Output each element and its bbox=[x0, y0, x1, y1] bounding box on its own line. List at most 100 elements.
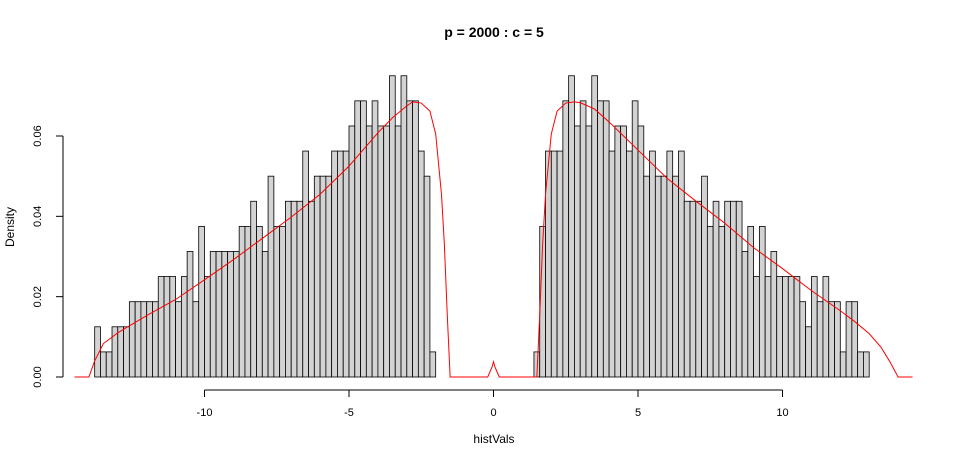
histogram-bar bbox=[689, 200, 697, 378]
histogram-bar bbox=[383, 125, 390, 378]
histogram-bar bbox=[550, 150, 558, 378]
histogram-bar bbox=[117, 326, 124, 378]
histogram-bar bbox=[134, 301, 142, 378]
histogram-bar bbox=[637, 125, 645, 378]
histogram-bar bbox=[157, 276, 165, 378]
histogram-bar bbox=[614, 125, 622, 378]
histogram-bar bbox=[851, 301, 859, 378]
histogram-bar bbox=[568, 75, 575, 378]
histogram-bar bbox=[799, 301, 807, 378]
histogram-bar bbox=[331, 150, 338, 378]
histogram-bar bbox=[741, 251, 749, 378]
histogram-bar bbox=[279, 225, 286, 378]
histogram-bar bbox=[105, 351, 113, 378]
histogram-bar bbox=[256, 225, 263, 378]
histogram-bar bbox=[839, 351, 847, 378]
histogram-bar bbox=[221, 251, 229, 378]
histogram-bar bbox=[845, 301, 853, 378]
histogram-bar bbox=[747, 225, 755, 378]
histogram-bar bbox=[556, 150, 564, 378]
histogram-bar bbox=[660, 175, 668, 378]
histogram-bar bbox=[152, 301, 159, 378]
chart-title: p = 2000 : c = 5 bbox=[444, 24, 544, 40]
histogram-bar bbox=[267, 175, 275, 378]
histogram-bar bbox=[683, 200, 691, 378]
histogram-bar bbox=[238, 225, 246, 378]
histogram-bar bbox=[296, 200, 304, 378]
histogram-bar bbox=[192, 301, 200, 378]
histogram-bar bbox=[776, 276, 783, 378]
histogram-bar bbox=[412, 100, 419, 378]
histogram-bar bbox=[631, 100, 639, 378]
histogram-bar bbox=[753, 276, 760, 378]
histogram-bar bbox=[209, 251, 217, 378]
histogram-bar bbox=[585, 125, 593, 378]
histogram-bar bbox=[678, 150, 685, 378]
histogram-bar bbox=[649, 150, 656, 378]
y-tick-label: 0.06 bbox=[32, 125, 44, 146]
histogram-bar bbox=[730, 200, 737, 378]
density-curve bbox=[74, 101, 913, 378]
y-axis-label: Density bbox=[3, 207, 17, 247]
histogram-bar bbox=[371, 100, 379, 378]
histogram-bar bbox=[400, 75, 408, 378]
y-tick-label: 0.02 bbox=[32, 286, 44, 307]
histogram-bar bbox=[140, 301, 148, 378]
histogram-bar bbox=[429, 351, 437, 378]
histogram-bar bbox=[365, 125, 373, 378]
x-tick-label: 10 bbox=[776, 407, 788, 419]
histogram-bar bbox=[394, 125, 402, 378]
histogram-bar bbox=[562, 100, 570, 378]
histogram-bar bbox=[290, 200, 298, 378]
histogram-bar bbox=[227, 251, 234, 378]
histogram-bar bbox=[100, 351, 107, 378]
histogram-bar bbox=[764, 276, 772, 378]
histogram-bar bbox=[360, 100, 367, 378]
histogram-bar bbox=[654, 175, 662, 378]
histogram-bar bbox=[643, 175, 650, 378]
histogram-bar bbox=[285, 200, 292, 378]
x-axis-label: histVals bbox=[473, 432, 514, 446]
histogram-bar bbox=[620, 125, 627, 378]
histogram-bar bbox=[128, 301, 136, 378]
x-tick-label: -5 bbox=[344, 407, 354, 419]
x-tick-label: 0 bbox=[490, 407, 496, 419]
histogram-bar bbox=[198, 225, 205, 378]
histogram-bar bbox=[123, 326, 130, 378]
histogram-bar bbox=[602, 100, 610, 378]
histogram-bar bbox=[666, 150, 674, 378]
histogram-bar bbox=[597, 100, 604, 378]
histogram-bar bbox=[308, 200, 315, 378]
histogram-bar bbox=[348, 125, 356, 378]
histogram-bar bbox=[111, 326, 119, 378]
histogram-bar bbox=[163, 276, 171, 378]
histogram-bar bbox=[857, 351, 864, 378]
histogram-bar bbox=[337, 150, 344, 378]
histogram-bar bbox=[834, 301, 841, 378]
histogram-bar bbox=[232, 251, 240, 378]
histogram-bar bbox=[863, 351, 870, 378]
histogram-bar bbox=[342, 150, 350, 378]
histogram-bar bbox=[406, 100, 413, 378]
histogram-bars bbox=[94, 75, 870, 378]
histogram-bar bbox=[250, 200, 257, 378]
histogram-bar bbox=[695, 200, 702, 378]
histogram-bar bbox=[325, 175, 333, 378]
histogram-bar bbox=[828, 301, 835, 378]
histogram-bar bbox=[591, 75, 598, 378]
histogram-bar bbox=[302, 150, 309, 378]
histogram-bar bbox=[423, 175, 431, 378]
x-tick-label: 5 bbox=[635, 407, 641, 419]
histogram-bar bbox=[169, 276, 177, 378]
histogram-bar bbox=[782, 276, 789, 378]
histogram-bar bbox=[261, 251, 269, 378]
histogram-bar bbox=[313, 175, 321, 378]
histogram-bar bbox=[793, 276, 801, 378]
histogram-bar bbox=[735, 200, 743, 378]
histogram-bar bbox=[579, 100, 587, 378]
histogram-bar bbox=[186, 251, 194, 378]
histogram-bar bbox=[608, 150, 616, 378]
y-tick-label: 0.00 bbox=[32, 366, 44, 387]
histogram-bar bbox=[417, 150, 425, 378]
